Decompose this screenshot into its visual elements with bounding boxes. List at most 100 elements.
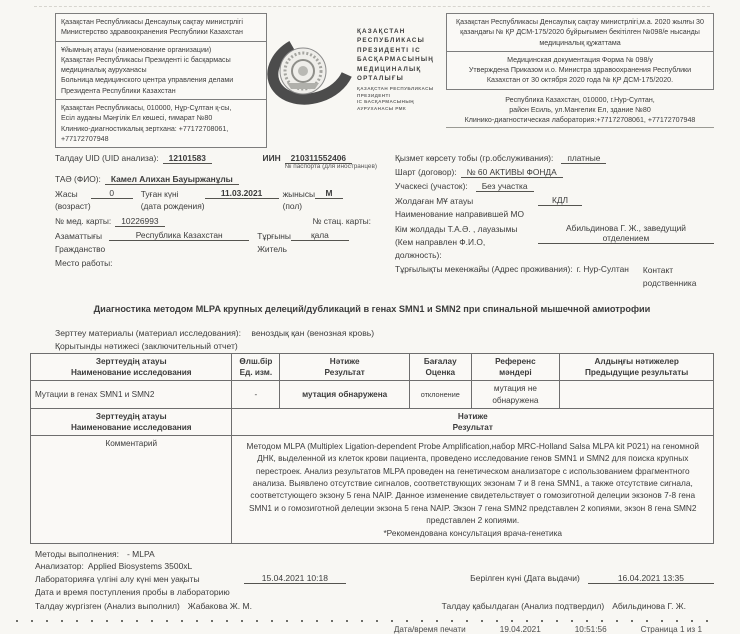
material-label: Зерттеу материалы (материал исследования…	[55, 328, 241, 339]
dates-row: Лабораторияға үлгіні алу күні мен уақыты…	[35, 573, 714, 599]
analyzer-label: Анализатор:	[35, 561, 84, 572]
referrer-row: Кім жолдады Т.А.Ә. , лауазымы (Кем напра…	[395, 223, 714, 261]
comment-row-name: Комментарий	[29, 434, 233, 545]
print-time-value: 10:51:56	[574, 624, 607, 634]
print-date-label: Дата/время печати	[393, 624, 466, 634]
service-group-row: Қызмет көрсету тобы (гр.обслуживания): п…	[395, 153, 714, 165]
referring-mo-label: Жолдаған МҰ атауы Наименование направивш…	[395, 196, 524, 219]
performed-value: Жабакова Ж. М.	[187, 600, 252, 611]
site-value: Без участка	[475, 181, 534, 193]
workplace-row: Место работы:	[55, 258, 385, 268]
med-card-value: 10226993	[115, 216, 165, 227]
citizenship-row: Азаматтығы Гражданство Республика Казахс…	[55, 230, 385, 255]
header-left-box: Қазақстан Республикасы Денсаулық сақтау …	[55, 13, 267, 149]
contract-value: № 60 АКТИВЫ ФОНДА	[460, 167, 563, 179]
col-header-reference: Референс мәндері	[470, 353, 561, 382]
patient-name-value: Камел Алихан Бауыржанұлы	[104, 174, 239, 185]
result-reference: мутация не обнаружена	[470, 380, 561, 409]
age-value: 0	[90, 188, 133, 199]
patient-info-right: Қызмет көрсету тобы (гр.обслуживания): п…	[395, 153, 714, 292]
resident-value: қала	[290, 230, 349, 241]
methods-value: - MLPA	[126, 549, 155, 560]
referrer-value: Абильдинова Г. Ж., заведущий отделением	[537, 223, 714, 245]
result-previous	[559, 380, 714, 409]
results-header-row: Зерттеудің атауы Наименование исследован…	[29, 353, 714, 382]
print-date-value: 19.04.2021	[499, 624, 541, 634]
referrer-label: Кім жолдады Т.А.Ә. , лауазымы (Кем напра…	[395, 224, 518, 260]
address-label: Тұрғылықты мекенжайы (Адрес проживания):	[395, 264, 573, 275]
bottom-dotted-separator	[16, 619, 714, 622]
cards-row: № мед. карты: 10226993 № стац. карты:	[55, 216, 385, 227]
form-approval-kk: Қазақстан Республикасы Денсаулық сақтау …	[456, 18, 704, 47]
citizenship-value: Республика Казахстан	[109, 230, 250, 241]
site-label: Учаскесі (участок):	[395, 181, 468, 192]
conclusion-label: Қорытынды нәтижесі (заключительный отчет…	[55, 341, 238, 352]
stac-card-label: № стац. карты:	[312, 216, 371, 226]
result-value: мутация обнаружена	[279, 380, 411, 409]
referring-mo-row: Жолдаған МҰ атауы Наименование направивш…	[395, 195, 714, 220]
confirmed-value: Абильдинова Г. Ж.	[612, 600, 686, 611]
uid-label: Талдау UID (UID анализа):	[55, 153, 159, 164]
received-label: Лабораторияға үлгіні алу күні мен уақыты…	[35, 574, 230, 597]
sex-label: жынысы (пол)	[282, 188, 316, 212]
contract-label: Шарт (договор):	[395, 167, 457, 178]
age-birth-sex-row: Жасы (возраст) 0 Туған күні (дата рожден…	[55, 188, 385, 213]
site-row: Учаскесі (участок): Без участка	[395, 181, 714, 193]
performed-label: Талдау жүргізген (Анализ выполнил)	[35, 600, 180, 611]
uid-value: 12101583	[162, 153, 212, 165]
col-header-name: Зерттеудің атауы Наименование исследован…	[29, 353, 233, 382]
col-header-previous: Алдыңғы нәтижелер Предыдущие результаты	[559, 353, 714, 382]
print-info-row: Дата/время печати 19.04.2021 10:51:56 Ст…	[30, 625, 714, 634]
birth-value: 11.03.2021	[204, 188, 279, 199]
comment-header-result: Нәтиже Результат	[231, 407, 714, 436]
report-footer: Методы выполнения: - MLPA Анализатор: Ap…	[35, 549, 714, 611]
ministry-name: Қазақстан Республикасы Денсаулық сақтау …	[61, 18, 243, 37]
age-label: Жасы (возраст)	[55, 188, 91, 212]
results-table: Зерттеудің атауы Наименование исследован…	[29, 353, 714, 545]
material-value: веноздық қан (венозная кровь)	[251, 328, 375, 339]
referring-mo-value: КДЛ	[537, 195, 582, 207]
document-header: Қазақстан Республикасы Денсаулық сақтау …	[55, 13, 714, 149]
col-header-assessment: Бағалау Оценка	[409, 353, 472, 382]
analyzer-row: Анализатор: Applied Biosystems 3500xL	[35, 561, 714, 571]
name-row: ТАӘ (ФИО): Камел Алихан Бауыржанұлы	[55, 174, 385, 185]
address-value: г. Нур-Султан	[576, 264, 629, 275]
page-number: Страница 1 из 1	[640, 624, 702, 634]
address-row: Тұрғылықты мекенжайы (Адрес проживания):…	[395, 264, 714, 289]
page-top-dashed-line	[34, 6, 710, 7]
comment-row: Комментарий Методом MLPA (Multiplex Liga…	[29, 434, 714, 545]
med-card-label: № мед. карты:	[55, 216, 112, 226]
passport-note: № паспорта (для иностранцев)	[284, 163, 377, 171]
comment-header-name: Зерттеудің атауы Наименование исследован…	[29, 407, 233, 436]
name-label: ТАӘ (ФИО):	[55, 173, 101, 184]
patient-info-section: Талдау UID (UID анализа): 12101583 ИИН 2…	[55, 153, 714, 292]
result-assessment: отклонение	[409, 380, 472, 409]
signatures-row: Талдау жүргізген (Анализ выполнил) Жабак…	[35, 601, 714, 611]
citizenship-label: Азаматтығы Гражданство	[55, 231, 106, 254]
report-title: Диагностика методом MLPA крупных делеций…	[93, 304, 651, 315]
header-right-box: Қазақстан Республикасы Денсаулық сақтау …	[446, 13, 714, 148]
uid-iin-row: Талдау UID (UID анализа): 12101583 ИИН 2…	[55, 153, 385, 171]
result-row: Мутации в генах SMN1 и SMN2 - мутация об…	[29, 380, 714, 409]
service-group-label: Қызмет көрсету тобы (гр.обслуживания):	[395, 153, 554, 164]
workplace-label: Место работы:	[55, 258, 113, 269]
contact-label: Контакт родственника	[642, 265, 697, 288]
comment-header-row: Зерттеудің атауы Наименование исследован…	[29, 407, 714, 436]
iin-label: ИИН	[262, 153, 281, 164]
methods-label: Методы выполнения:	[35, 549, 119, 560]
confirmed-label: Талдау қабылдаган (Анализ подтвердил)	[441, 600, 605, 611]
header-logo-area: ҚАЗАҚСТАН РЕСПУБЛИКАСЫ ПРЕЗИДЕНТІ ІС БАС…	[267, 13, 446, 148]
sex-value: М	[315, 188, 344, 199]
result-unit: -	[231, 380, 281, 409]
col-header-unit: Өлш.бір Ед. изм.	[231, 353, 281, 382]
methods-row: Методы выполнения: - MLPA	[35, 549, 714, 559]
emblem-swoosh-icon	[267, 33, 353, 105]
patient-info-left: Талдау UID (UID анализа): 12101583 ИИН 2…	[55, 153, 385, 292]
birth-label: Туған күні (дата рождения)	[140, 188, 205, 212]
analyzer-value: Applied Biosystems 3500xL	[87, 561, 193, 572]
organization-address-kk: Қазақстан Республикасы, 010000, Нұр-Сұлт…	[56, 98, 266, 147]
logo-title: ҚАЗАҚСТАН РЕСПУБЛИКАСЫ ПРЕЗИДЕНТІ ІС БАС…	[357, 28, 434, 83]
iin-value: 210311552406	[284, 153, 353, 165]
material-row: Зерттеу материалы (материал исследования…	[55, 328, 714, 338]
